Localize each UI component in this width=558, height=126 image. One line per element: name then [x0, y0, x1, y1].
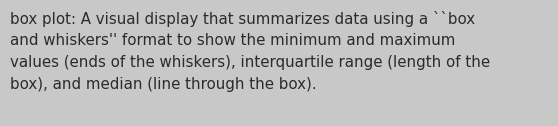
Text: box plot: A visual display that summarizes data using a ``box
and whiskers'' for: box plot: A visual display that summariz…	[10, 11, 490, 92]
